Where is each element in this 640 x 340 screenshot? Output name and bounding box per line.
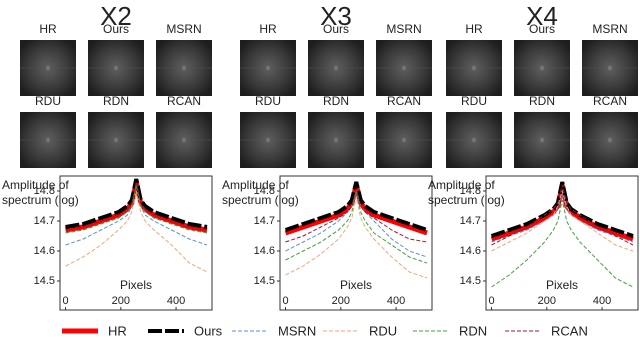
panel-title: X2: [100, 1, 132, 31]
x-tick-label: 400: [387, 295, 405, 307]
y-tick-label: 14.6: [460, 245, 481, 257]
y-tick-label: 14.6: [254, 245, 275, 257]
series-line: [65, 178, 208, 229]
series-line: [491, 192, 634, 243]
x-axis-label: Pixels: [546, 278, 578, 292]
image-label: HR: [259, 22, 277, 36]
series-line: [285, 190, 428, 264]
image-label: RDU: [255, 94, 281, 108]
image-label: MSRN: [592, 22, 627, 36]
legend-label: RDN: [459, 323, 487, 338]
series-line: [491, 184, 634, 246]
x-axis-label: Pixels: [120, 278, 152, 292]
y-tick-label: 14.7: [460, 215, 481, 227]
y-axis-label: spectrum (log): [428, 193, 505, 207]
image-label: RDN: [529, 94, 555, 108]
image-label: MSRN: [386, 22, 421, 36]
legend-label: RCAN: [551, 323, 588, 338]
image-label: Ours: [529, 22, 555, 36]
x-tick-label: 400: [167, 295, 185, 307]
y-tick-label: 14.5: [460, 275, 481, 287]
x-tick-label: 200: [538, 295, 556, 307]
legend-label: MSRN: [278, 323, 316, 338]
image-label: RDN: [103, 94, 129, 108]
x-axis-label: Pixels: [340, 278, 372, 292]
y-tick-label: 14.7: [254, 215, 275, 227]
image-label: RDN: [323, 94, 349, 108]
legend-label: HR: [108, 323, 127, 338]
series-line: [65, 190, 208, 273]
legend-label: Ours: [194, 323, 223, 338]
x-tick-label: 400: [593, 295, 611, 307]
y-tick-label: 14.5: [254, 275, 275, 287]
panel-title: X3: [320, 1, 352, 31]
series-line: [285, 187, 428, 243]
y-tick-label: 14.8: [254, 185, 275, 197]
image-label: RDU: [35, 94, 61, 108]
y-tick-label: 14.8: [34, 185, 55, 197]
image-label: HR: [465, 22, 483, 36]
series-line: [65, 181, 208, 231]
y-tick-label: 14.7: [34, 215, 55, 227]
panel-title: X4: [526, 1, 558, 31]
image-label: Ours: [323, 22, 349, 36]
image-label: MSRN: [166, 22, 201, 36]
y-tick-label: 14.8: [460, 185, 481, 197]
image-label: Ours: [103, 22, 129, 36]
x-tick-label: 0: [62, 295, 68, 307]
series-line: [490, 181, 634, 238]
image-label: RCAN: [593, 94, 627, 108]
series-line: [491, 189, 634, 252]
x-tick-label: 200: [112, 295, 130, 307]
y-tick-label: 14.5: [34, 275, 55, 287]
y-axis-label: spectrum (log): [222, 193, 299, 207]
series-line: [491, 199, 634, 288]
y-tick-label: 14.6: [34, 245, 55, 257]
plot-frame: [59, 175, 213, 311]
plot-frame: [279, 175, 433, 311]
image-label: RCAN: [167, 94, 201, 108]
y-axis-label: Amplitude of: [2, 178, 69, 192]
plot-frame: [485, 175, 639, 311]
series-line: [285, 196, 428, 279]
series-line: [65, 184, 208, 234]
x-tick-label: 0: [282, 295, 288, 307]
image-label: RCAN: [387, 94, 421, 108]
series-line: [65, 184, 208, 246]
legend-label: RDU: [369, 323, 397, 338]
image-label: HR: [39, 22, 57, 36]
series-line: [284, 181, 428, 232]
image-label: RDU: [461, 94, 487, 108]
x-tick-label: 0: [488, 295, 494, 307]
y-axis-label: Amplitude of: [222, 178, 289, 192]
x-tick-label: 200: [332, 295, 350, 307]
y-axis-label: spectrum (log): [2, 193, 79, 207]
y-axis-label: Amplitude of: [428, 178, 495, 192]
